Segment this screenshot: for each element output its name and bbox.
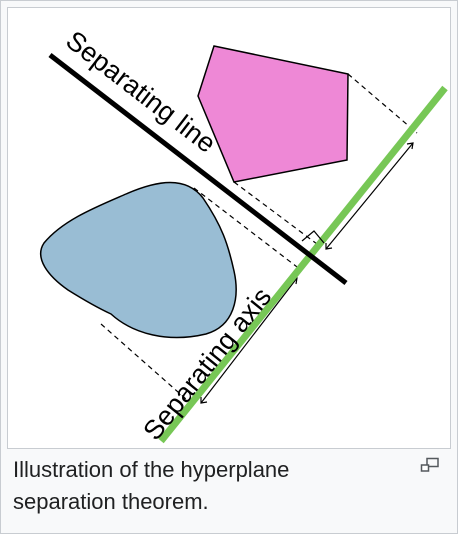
right-angle-marker	[301, 230, 325, 244]
arrowhead	[406, 142, 414, 150]
blue-convex-set	[39, 181, 237, 339]
projection-lines	[100, 73, 418, 408]
projection-line	[347, 73, 418, 134]
figure-caption: Illustration of the hyperplane separatio…	[13, 457, 290, 514]
projection-line	[233, 181, 318, 245]
diagram-image[interactable]: Separating line Separating axis	[7, 7, 451, 449]
magnify-clip-icon[interactable]	[420, 457, 440, 473]
separating-line-label: Separating line	[60, 25, 221, 159]
arrowhead	[200, 397, 208, 404]
arrowhead	[325, 243, 333, 250]
separating-axis-line	[158, 85, 448, 444]
pink-convex-set	[197, 45, 349, 183]
blue-projection-arrow	[200, 277, 298, 404]
pink-projection-arrow	[325, 142, 414, 250]
separating-line	[48, 53, 348, 285]
hyperplane-separation-diagram: Separating line Separating axis	[39, 25, 448, 446]
projection-line	[100, 323, 196, 408]
projection-line	[193, 187, 302, 271]
